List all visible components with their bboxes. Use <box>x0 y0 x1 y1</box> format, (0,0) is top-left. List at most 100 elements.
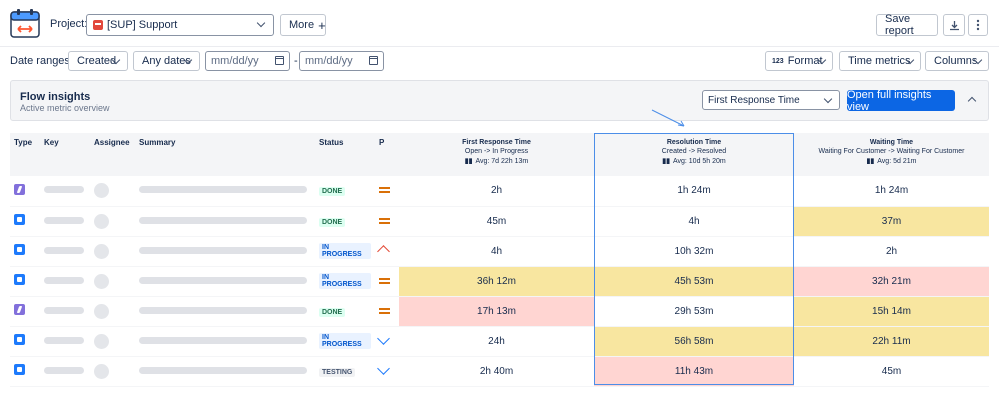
header-resolution-time[interactable]: Resolution Time Created -> Resolved ▮▮ Av… <box>594 133 794 176</box>
panel-title: Flow insights <box>20 91 91 103</box>
priority-high-icon <box>377 245 390 258</box>
date-from-placeholder: mm/dd/yy <box>211 55 259 67</box>
metric-transition: Created -> Resolved <box>661 148 727 155</box>
issue-summary[interactable] <box>139 306 307 314</box>
story-type-icon <box>14 304 25 315</box>
number-format-icon: 123 <box>772 57 784 65</box>
issue-key[interactable] <box>44 366 84 374</box>
date-from-input[interactable]: mm/dd/yy <box>205 51 290 71</box>
issue-summary[interactable] <box>139 336 307 344</box>
bar-chart-icon: ▮▮ <box>464 158 473 165</box>
chevron-up-icon <box>967 96 977 106</box>
table-row[interactable]: IN PROGRESS 4h 10h 32m 2h <box>10 236 989 267</box>
table-row[interactable]: IN PROGRESS 24h 56h 58m 22h 11m <box>10 326 989 357</box>
header-summary[interactable]: Summary <box>135 133 315 176</box>
table-row[interactable]: TESTING 2h 40m 11h 43m 45m <box>10 356 989 387</box>
columns-select[interactable]: Columns <box>925 51 989 71</box>
issue-key[interactable] <box>44 216 84 224</box>
issue-key[interactable] <box>44 336 84 344</box>
priority-medium-icon <box>379 277 390 284</box>
issue-key[interactable] <box>44 186 84 194</box>
metric-average: Avg: 5d 21m <box>877 157 917 165</box>
priority-medium-icon <box>379 187 390 194</box>
header-type[interactable]: Type <box>10 133 40 176</box>
header-priority[interactable]: P <box>375 133 399 176</box>
waiting-cell: 37m <box>794 206 989 237</box>
more-actions-button[interactable] <box>968 14 988 36</box>
plus-icon: + <box>318 17 326 33</box>
quote-type-icon <box>14 334 25 345</box>
metric-transition: Waiting For Customer -> Waiting For Cust… <box>818 148 965 155</box>
status-badge: TESTING <box>319 367 356 377</box>
avatar <box>94 303 109 319</box>
resolution-cell: 45h 53m <box>594 266 794 297</box>
calendar-icon <box>369 56 378 65</box>
waiting-cell: 45m <box>794 356 989 387</box>
calendar-icon <box>275 56 284 65</box>
quote-type-icon <box>14 214 25 225</box>
project-flag-icon <box>93 20 103 30</box>
issue-summary[interactable] <box>139 186 307 194</box>
metric-title: Waiting Time <box>869 139 914 146</box>
header-assignee[interactable]: Assignee <box>90 133 135 176</box>
bar-chart-icon: ▮▮ <box>866 158 875 165</box>
calendar-app-icon <box>10 9 40 38</box>
table-row[interactable]: DONE 17h 13m 29h 53m 15h 14m <box>10 296 989 327</box>
first-response-cell: 2h 40m <box>399 356 594 387</box>
date-preset-value: Any dates <box>142 55 191 67</box>
issue-summary[interactable] <box>139 216 307 224</box>
top-bar: Project: [SUP] Support More + Save repor… <box>0 0 999 46</box>
story-type-icon <box>14 183 25 195</box>
columns-label: Columns <box>934 55 978 67</box>
status-badge: IN PROGRESS <box>319 273 371 289</box>
date-to-input[interactable]: mm/dd/yy <box>299 51 384 71</box>
waiting-cell: 1h 24m <box>794 176 989 207</box>
table-row[interactable]: IN PROGRESS 36h 12m 45h 53m 32h 21m <box>10 266 989 297</box>
more-label: More <box>289 19 315 31</box>
metric-average: Avg: 7d 22h 13m <box>475 157 529 165</box>
resolution-cell: 29h 53m <box>594 296 794 327</box>
first-response-cell: 45m <box>399 206 594 237</box>
collapse-button[interactable] <box>963 90 981 110</box>
metric-select[interactable]: First Response Time <box>702 90 840 110</box>
waiting-cell: 22h 11m <box>794 326 989 357</box>
priority-medium-icon <box>379 217 390 224</box>
first-response-cell: 2h <box>399 176 594 207</box>
issue-key[interactable] <box>44 276 84 284</box>
more-button[interactable]: More + <box>280 14 326 36</box>
issue-summary[interactable] <box>139 246 307 254</box>
chevron-down-icon <box>823 94 833 104</box>
download-button[interactable] <box>943 14 965 36</box>
header-waiting-time[interactable]: Waiting Time Waiting For Customer -> Wai… <box>794 133 989 176</box>
open-insights-label: Open full insights view <box>847 88 932 113</box>
header-status[interactable]: Status <box>315 133 375 176</box>
resolution-cell: 56h 58m <box>594 326 794 357</box>
header-first-response-time[interactable]: First Response Time Open -> In Progress … <box>399 133 594 176</box>
issue-summary[interactable] <box>139 366 307 374</box>
time-metrics-select[interactable]: Time metrics <box>839 51 921 71</box>
issue-summary[interactable] <box>139 276 307 284</box>
waiting-cell: 2h <box>794 236 989 267</box>
open-insights-button[interactable]: Open full insights view <box>847 88 955 113</box>
status-badge: IN PROGRESS <box>319 333 371 349</box>
project-select[interactable]: [SUP] Support <box>86 14 274 36</box>
format-select[interactable]: 123 Format <box>765 51 833 71</box>
project-select-value: [SUP] Support <box>107 19 178 31</box>
issue-key[interactable] <box>44 246 84 254</box>
date-preset-select[interactable]: Any dates <box>133 51 200 71</box>
table-row[interactable]: DONE 2h 1h 24m 1h 24m <box>10 176 989 207</box>
header-key[interactable]: Key <box>40 133 90 176</box>
status-badge: DONE <box>319 187 346 197</box>
save-report-button[interactable]: Save report <box>876 13 938 37</box>
waiting-cell: 15h 14m <box>794 296 989 327</box>
resolution-cell: 11h 43m <box>594 356 794 387</box>
date-field-value: Created <box>77 55 117 67</box>
first-response-cell: 17h 13m <box>399 296 594 327</box>
issues-table: Type Key Assignee Summary Status P First… <box>10 133 989 387</box>
status-badge: IN PROGRESS <box>319 243 371 259</box>
issue-key[interactable] <box>44 306 84 314</box>
status-badge: DONE <box>319 217 346 227</box>
avatar <box>94 183 109 199</box>
table-row[interactable]: DONE 45m 4h 37m <box>10 206 989 237</box>
date-field-select[interactable]: Created <box>68 51 128 71</box>
